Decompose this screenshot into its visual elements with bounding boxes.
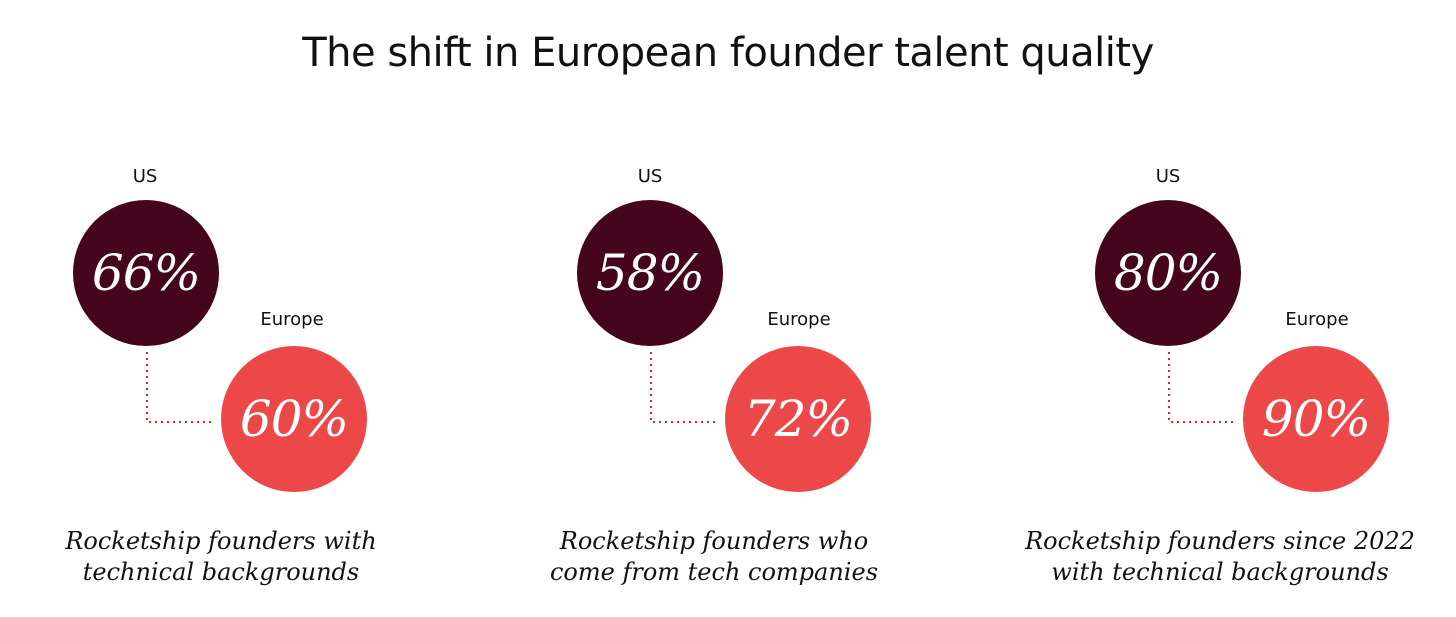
caption-line-2: come from tech companies: [549, 558, 879, 586]
us-label: US: [637, 166, 663, 187]
comparison-panel-2: US 58% Europe 72% Rocketship founders wh…: [504, 0, 924, 617]
panel-caption: Rocketship founders since 2022 with tech…: [1010, 526, 1430, 588]
comparison-panel-1: US 66% Europe 60% Rocketship founders wi…: [12, 0, 432, 617]
us-value-bubble: 66%: [73, 200, 219, 346]
us-value: 66%: [91, 244, 201, 302]
europe-value: 60%: [239, 390, 349, 448]
us-label: US: [1155, 166, 1181, 187]
caption-line-1: Rocketship founders with: [65, 527, 377, 555]
us-value-bubble: 58%: [577, 200, 723, 346]
europe-label: Europe: [260, 309, 324, 330]
europe-value-bubble: 60%: [221, 346, 367, 492]
us-value-bubble: 80%: [1095, 200, 1241, 346]
caption-line-1: Rocketship founders since 2022: [1025, 527, 1415, 555]
panel-caption: Rocketship founders who come from tech c…: [504, 526, 924, 588]
caption-line-2: with technical backgrounds: [1051, 558, 1389, 586]
europe-value-bubble: 72%: [725, 346, 871, 492]
dotted-connector: [146, 352, 213, 423]
us-value: 80%: [1113, 244, 1223, 302]
chart-title: The shift in European founder talent qua…: [302, 30, 1154, 76]
europe-value: 90%: [1261, 390, 1371, 448]
europe-value-bubble: 90%: [1243, 346, 1389, 492]
us-label: US: [132, 166, 158, 187]
europe-label: Europe: [1285, 309, 1349, 330]
europe-value: 72%: [743, 390, 853, 448]
europe-label: Europe: [767, 309, 831, 330]
caption-line-1: Rocketship founders who: [559, 527, 869, 555]
panel-caption: Rocketship founders with technical backg…: [11, 526, 431, 588]
caption-line-2: technical backgrounds: [82, 558, 360, 586]
dotted-connector: [650, 352, 717, 423]
comparison-panel-3: US 80% Europe 90% Rocketship founders si…: [1022, 0, 1442, 617]
dotted-connector: [1168, 352, 1235, 423]
us-value: 58%: [595, 244, 705, 302]
